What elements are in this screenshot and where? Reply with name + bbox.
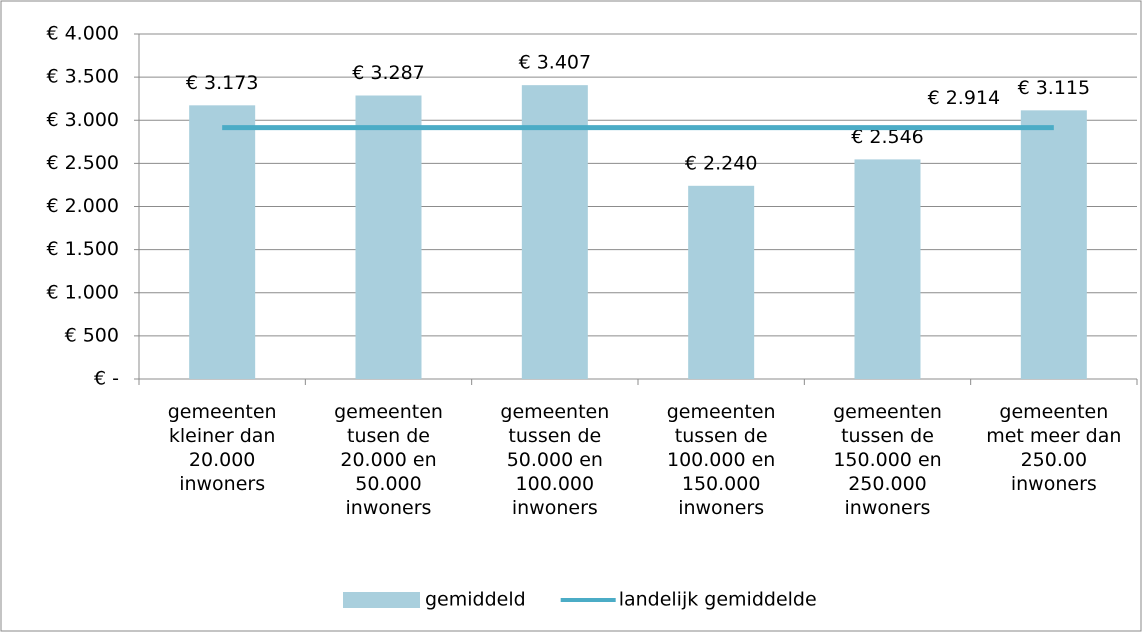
y-tick-label: € 2.000: [46, 195, 119, 217]
data-label: € 3.173: [186, 72, 259, 94]
y-tick-label: € -: [94, 368, 119, 390]
data-label: € 3.287: [352, 62, 425, 84]
x-tick-label: gemeenten kleiner dan 20.000 inwoners: [167, 401, 277, 495]
y-tick-label: € 2.500: [46, 152, 119, 174]
legend-swatch: [343, 592, 420, 608]
x-tick-label: gemeenten tussen de 150.000 en 250.000 i…: [833, 401, 942, 519]
x-tick-label: gemeenten tussen de 50.000 en 100.000 in…: [500, 401, 610, 519]
data-label: € 3.115: [1018, 77, 1091, 99]
legend-label: landelijk gemiddelde: [619, 589, 817, 611]
y-tick-label: € 4.000: [46, 23, 119, 45]
bar: [521, 85, 588, 380]
y-tick-label: € 3.500: [46, 66, 119, 88]
bar: [355, 95, 422, 379]
bar: [854, 159, 921, 379]
bar: [1020, 110, 1087, 380]
y-tick-label: € 3.000: [46, 109, 119, 131]
data-label: € 2.546: [851, 126, 924, 148]
bar: [688, 185, 755, 379]
data-label: € 2.914: [928, 87, 1001, 109]
y-tick-label: € 1.000: [46, 281, 119, 303]
x-tick-label: gemeenten tussen de 100.000 en 150.000 i…: [666, 401, 776, 519]
x-tick-label: gemeenten tusen de 20.000 en 50.000 inwo…: [334, 401, 443, 519]
y-tick-label: € 500: [65, 324, 119, 346]
data-label: € 2.240: [685, 152, 758, 174]
legend-label: gemiddeld: [425, 589, 526, 611]
y-tick-label: € 1.500: [46, 238, 119, 260]
x-tick-label: gemeenten met meer dan 250.00 inwoners: [986, 401, 1122, 495]
bar: [189, 105, 256, 380]
data-label: € 3.407: [519, 52, 592, 74]
